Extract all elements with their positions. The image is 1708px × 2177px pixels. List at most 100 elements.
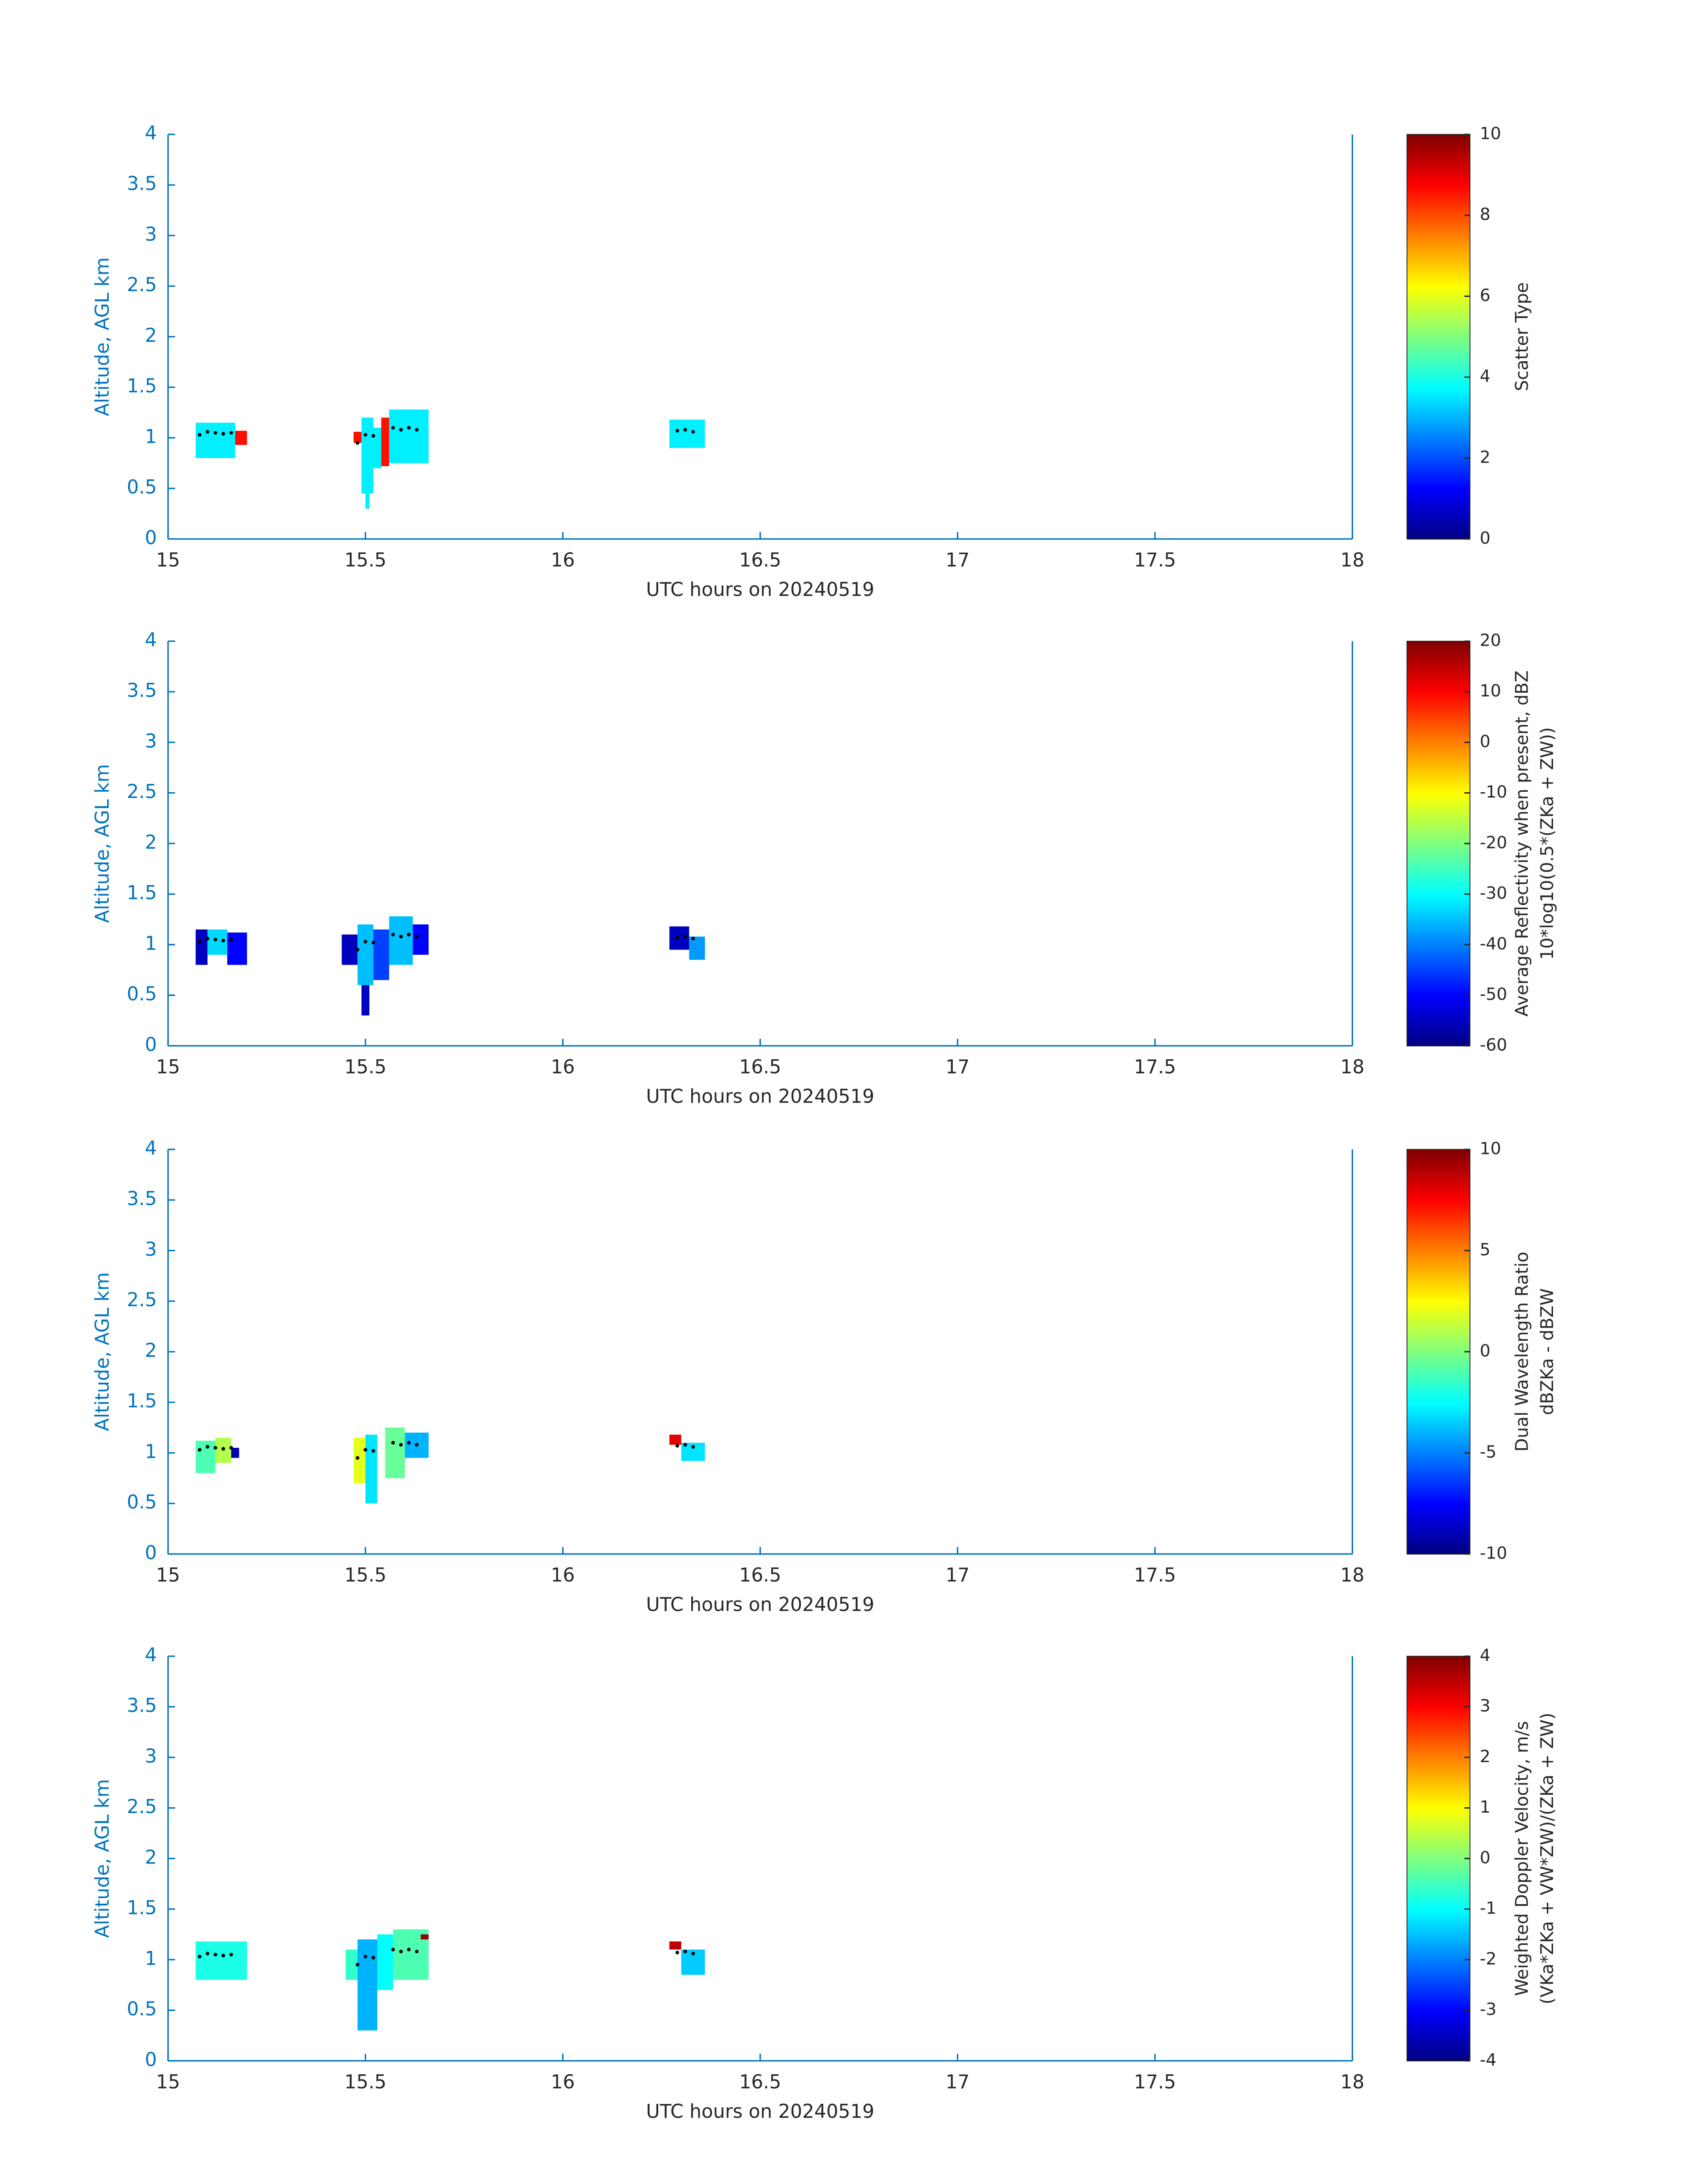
colorbar-swatch xyxy=(1407,1405,1470,1409)
x-axis-label: UTC hours on 20240519 xyxy=(646,1085,874,1107)
colorbar-swatch xyxy=(1407,497,1470,502)
colorbar-swatch xyxy=(1407,1234,1470,1239)
colorbar-swatch xyxy=(1407,761,1470,765)
x-tick-label: 18 xyxy=(1341,1564,1365,1586)
x-tick-label: 15 xyxy=(156,549,180,571)
dot xyxy=(355,948,359,952)
colorbar-swatch xyxy=(1407,2057,1470,2062)
y-tick-label: 2.5 xyxy=(127,1289,157,1311)
colorbar-swatch xyxy=(1407,1757,1470,1761)
colorbar-swatch xyxy=(1407,1193,1470,1198)
y-tick-label: 1.5 xyxy=(127,1390,157,1412)
colorbar-swatch xyxy=(1407,1817,1470,1822)
colorbar-swatch xyxy=(1407,742,1470,746)
colorbar-swatch xyxy=(1407,1430,1470,1435)
colorbar-swatch xyxy=(1407,1899,1470,1904)
colorbar-swatch xyxy=(1407,1494,1470,1498)
colorbar-swatch xyxy=(1407,1389,1470,1394)
colorbar-swatch xyxy=(1407,1156,1470,1160)
colorbar-swatch xyxy=(1407,1890,1470,1894)
colorbar-swatch xyxy=(1407,1272,1470,1277)
colorbar-swatch xyxy=(1407,491,1470,496)
colorbar-swatch xyxy=(1407,381,1470,385)
colorbar-swatch xyxy=(1407,485,1470,489)
heatmap-cell xyxy=(196,1441,216,1473)
colorbar-swatch xyxy=(1407,913,1470,917)
dot xyxy=(205,936,209,940)
colorbar-swatch xyxy=(1407,428,1470,432)
colorbar-swatch xyxy=(1407,1348,1470,1353)
colorbar-swatch xyxy=(1407,2054,1470,2058)
colorbar-swatch xyxy=(1407,1522,1470,1526)
x-tick-label: 15 xyxy=(156,1564,180,1586)
colorbar-swatch xyxy=(1407,406,1470,410)
y-axis-label: Altitude, AGL km xyxy=(92,257,113,416)
colorbar-swatch xyxy=(1407,1902,1470,1907)
colorbar-swatch xyxy=(1407,1943,1470,1948)
colorbar-swatch xyxy=(1407,827,1470,832)
colorbar-swatch xyxy=(1407,1849,1470,1853)
colorbar-swatch xyxy=(1407,463,1470,467)
colorbar-swatch xyxy=(1407,188,1470,192)
colorbar-swatch xyxy=(1407,951,1470,955)
colorbar-swatch xyxy=(1407,1672,1470,1676)
colorbar-swatch xyxy=(1407,507,1470,511)
colorbar-swatch xyxy=(1407,1538,1470,1542)
colorbar-swatch xyxy=(1407,150,1470,154)
colorbar-swatch xyxy=(1407,1997,1470,2002)
colorbar-swatch xyxy=(1407,1905,1470,1910)
colorbar-swatch xyxy=(1407,2022,1470,2027)
colorbar-swatch xyxy=(1407,324,1470,328)
colorbar-swatch xyxy=(1407,1295,1470,1299)
colorbar-swatch xyxy=(1407,514,1470,518)
dot xyxy=(683,1950,687,1954)
dot xyxy=(675,429,679,433)
colorbar-swatch xyxy=(1407,172,1470,176)
dot xyxy=(229,937,233,942)
colorbar-swatch xyxy=(1407,134,1470,138)
colorbar-swatch xyxy=(1407,1219,1470,1223)
colorbar-swatch xyxy=(1407,1468,1470,1473)
colorbar-swatch xyxy=(1407,2051,1470,2055)
colorbar-swatch xyxy=(1407,1471,1470,1476)
colorbar-swatch xyxy=(1407,254,1470,259)
colorbar-swatch xyxy=(1407,865,1470,869)
y-tick-label: 0.5 xyxy=(127,983,157,1005)
colorbar-swatch xyxy=(1407,1310,1470,1315)
dot xyxy=(213,937,217,942)
colorbar-swatch xyxy=(1407,403,1470,407)
colorbar-swatch xyxy=(1407,774,1470,778)
colorbar-swatch xyxy=(1407,191,1470,195)
colorbar-swatch xyxy=(1407,1669,1470,1673)
colorbar-swatch xyxy=(1407,982,1470,986)
colorbar-swatch xyxy=(1407,805,1470,810)
x-tick-label: 17 xyxy=(946,1056,970,1078)
colorbar-swatch xyxy=(1407,900,1470,904)
colorbar-swatch xyxy=(1407,207,1470,211)
y-tick-label: 1.5 xyxy=(127,1897,157,1919)
dot xyxy=(229,1446,233,1450)
colorbar-swatch xyxy=(1407,1149,1470,1153)
colorbar-swatch xyxy=(1407,494,1470,499)
colorbar-swatch xyxy=(1407,1402,1470,1406)
colorbar-swatch xyxy=(1407,1925,1470,1929)
colorbar-swatch xyxy=(1407,299,1470,303)
colorbar-swatch xyxy=(1407,220,1470,224)
colorbar-swatch xyxy=(1407,1367,1470,1371)
colorbar-swatch xyxy=(1407,644,1470,648)
heatmap-cell xyxy=(385,1427,405,1479)
y-tick-label: 2.5 xyxy=(127,274,157,296)
colorbar-swatch xyxy=(1407,995,1470,999)
y-tick-label: 0 xyxy=(145,1542,157,1563)
colorbar-swatch xyxy=(1407,425,1470,429)
colorbar-swatch xyxy=(1407,846,1470,851)
colorbar-label: Dual Wavelength Ratio xyxy=(1512,1252,1533,1452)
colorbar-swatch xyxy=(1407,698,1470,702)
dot xyxy=(221,432,226,436)
dot xyxy=(691,936,695,940)
colorbar-swatch xyxy=(1407,657,1470,661)
colorbar-swatch xyxy=(1407,1371,1470,1375)
colorbar-swatch xyxy=(1407,1285,1470,1289)
colorbar-swatch xyxy=(1407,1934,1470,1938)
colorbar-swatch xyxy=(1407,736,1470,740)
